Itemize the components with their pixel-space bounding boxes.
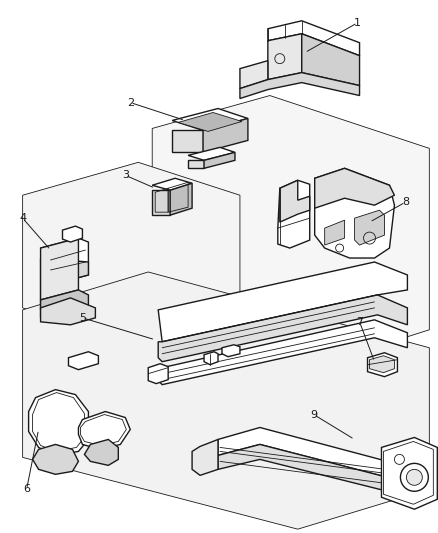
Polygon shape xyxy=(152,95,428,368)
Polygon shape xyxy=(158,262,406,342)
Polygon shape xyxy=(187,148,234,160)
Polygon shape xyxy=(152,178,192,190)
Text: 6: 6 xyxy=(23,484,30,494)
Polygon shape xyxy=(187,160,204,168)
Text: 3: 3 xyxy=(121,170,128,180)
Text: 9: 9 xyxy=(309,409,317,419)
Polygon shape xyxy=(279,180,309,222)
Polygon shape xyxy=(172,131,203,152)
Polygon shape xyxy=(28,390,88,455)
Text: 2: 2 xyxy=(127,98,134,108)
Text: 5: 5 xyxy=(79,313,86,323)
Polygon shape xyxy=(369,356,394,373)
Polygon shape xyxy=(354,210,384,245)
Polygon shape xyxy=(218,427,387,478)
Polygon shape xyxy=(267,21,359,55)
Polygon shape xyxy=(170,183,192,215)
Polygon shape xyxy=(381,438,436,509)
Polygon shape xyxy=(158,320,406,385)
Polygon shape xyxy=(40,238,88,285)
Polygon shape xyxy=(367,353,396,377)
Polygon shape xyxy=(84,439,118,465)
Polygon shape xyxy=(240,61,267,88)
Polygon shape xyxy=(23,272,428,529)
Polygon shape xyxy=(158,295,406,362)
Polygon shape xyxy=(218,445,387,491)
Text: 7: 7 xyxy=(355,317,362,327)
Polygon shape xyxy=(324,220,344,245)
Polygon shape xyxy=(203,118,247,152)
Polygon shape xyxy=(314,168,394,208)
Polygon shape xyxy=(78,411,130,449)
Polygon shape xyxy=(240,72,359,99)
Polygon shape xyxy=(204,152,234,168)
Polygon shape xyxy=(68,352,98,370)
Polygon shape xyxy=(314,168,394,258)
Polygon shape xyxy=(192,439,218,475)
Polygon shape xyxy=(40,258,88,310)
Polygon shape xyxy=(32,445,78,474)
Text: 4: 4 xyxy=(19,213,26,223)
Polygon shape xyxy=(301,34,359,86)
Polygon shape xyxy=(178,112,241,132)
Polygon shape xyxy=(204,352,218,365)
Polygon shape xyxy=(23,163,240,345)
Polygon shape xyxy=(40,238,78,300)
Text: 8: 8 xyxy=(401,197,408,207)
Polygon shape xyxy=(267,34,301,79)
Polygon shape xyxy=(172,109,247,131)
Polygon shape xyxy=(40,290,88,318)
Text: 1: 1 xyxy=(353,18,360,28)
Circle shape xyxy=(406,470,421,486)
Polygon shape xyxy=(148,364,168,384)
Polygon shape xyxy=(40,298,95,325)
Polygon shape xyxy=(152,190,170,215)
Polygon shape xyxy=(277,180,309,248)
Polygon shape xyxy=(62,226,82,242)
Polygon shape xyxy=(222,345,240,357)
